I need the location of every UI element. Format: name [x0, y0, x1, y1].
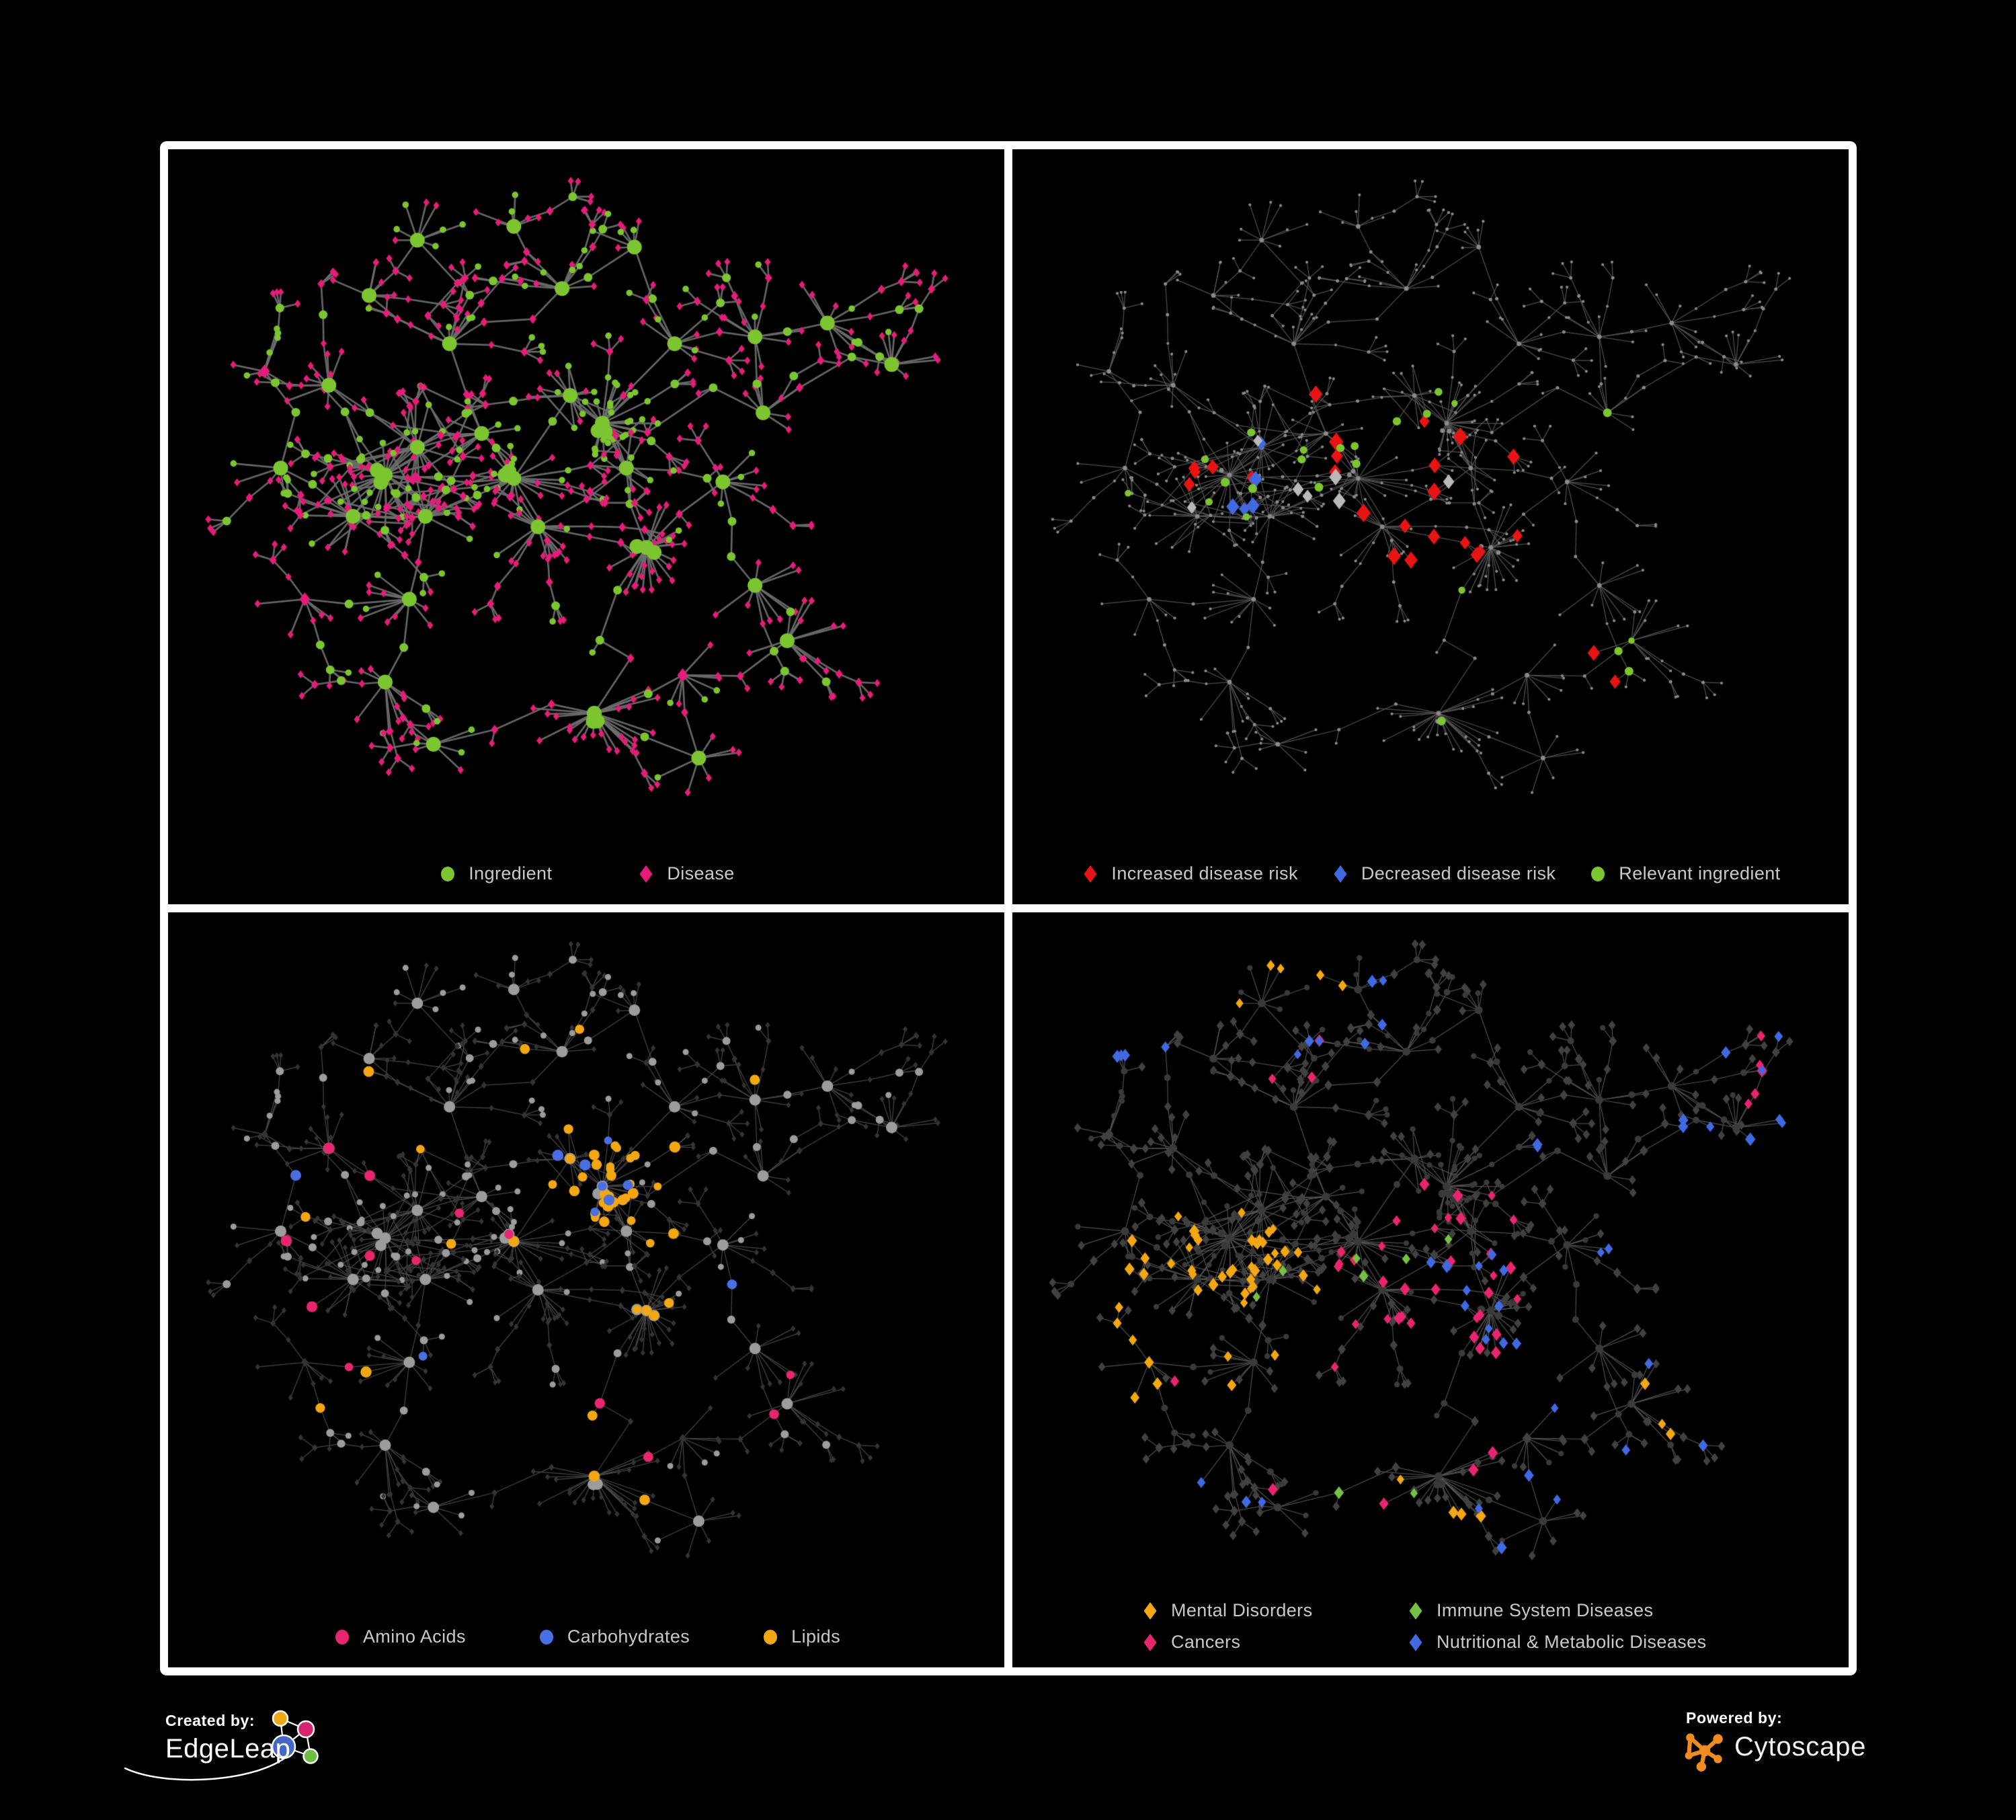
circle-marker-icon — [539, 1629, 553, 1645]
diamond-marker-icon — [1084, 865, 1097, 883]
legend-label: Lipids — [791, 1626, 841, 1647]
legend-label: Relevant ingredient — [1619, 863, 1781, 883]
panel-ingredient-disease: Ingredient Disease — [168, 149, 1004, 904]
legend-nutrient-classes: Amino Acids Carbohydrates Lipids — [168, 1626, 1004, 1647]
network-canvas-nutrient-classes — [168, 912, 1004, 1667]
panel-nutrient-classes: Amino Acids Carbohydrates Lipids — [168, 912, 1004, 1667]
circle-marker-icon — [441, 866, 455, 881]
legend-item-lipids: Lipids — [760, 1626, 840, 1647]
legend-item-cancers: Cancers — [1140, 1632, 1406, 1653]
diamond-marker-icon — [1143, 1601, 1157, 1620]
legend-label: Disease — [667, 863, 735, 883]
legend-label: Ingredient — [469, 863, 553, 883]
legend-disease-risk: Increased disease risk Decreased disease … — [1012, 863, 1849, 884]
legend-item-increased-disease-risk: Increased disease risk — [1080, 863, 1297, 884]
edgeleap-node-pink — [296, 1720, 315, 1739]
legend-disease-categories: Mental Disorders Immune System Diseases Ca… — [1140, 1600, 1706, 1653]
edgeleap-logo — [124, 1710, 319, 1781]
created-by-block: Created by: EdgeLeap — [165, 1712, 290, 1764]
legend-item-amino-acids: Amino Acids — [332, 1626, 466, 1647]
panel-disease-risk: Increased disease risk Decreased disease … — [1012, 149, 1849, 904]
legend-item-disease: Disease — [636, 863, 734, 884]
cytoscape-logo-icon — [1685, 1733, 1723, 1772]
legend-label: Increased disease risk — [1111, 863, 1298, 883]
diamond-marker-icon — [1334, 865, 1347, 883]
legend-label: Amino Acids — [362, 1626, 466, 1647]
edgeleap-node-green — [303, 1748, 319, 1764]
legend-item-carbohydrates: Carbohydrates — [536, 1626, 690, 1647]
circle-marker-icon — [1591, 866, 1605, 881]
legend-label: Mental Disorders — [1171, 1600, 1313, 1620]
network-canvas-disease-categories — [1012, 912, 1849, 1667]
legend-label: Cancers — [1171, 1632, 1241, 1652]
four-panel-board: Ingredient Disease Increased disease risk… — [160, 141, 1857, 1675]
legend-item-relevant-ingredient: Relevant ingredient — [1588, 863, 1780, 884]
created-by-label: Created by: — [165, 1712, 255, 1729]
edgeleap-node-blue — [271, 1734, 296, 1759]
network-canvas-disease-risk — [1012, 149, 1849, 904]
circle-marker-icon — [335, 1629, 349, 1645]
diamond-marker-icon — [639, 865, 653, 883]
circle-marker-icon — [764, 1629, 778, 1645]
legend-ingredient-disease: Ingredient Disease — [168, 863, 1004, 884]
diamond-marker-icon — [1409, 1601, 1422, 1620]
legend-item-ingredient: Ingredient — [438, 863, 552, 884]
legend-label: Nutritional & Metabolic Diseases — [1437, 1632, 1707, 1652]
panel-disease-categories: Mental Disorders Immune System Diseases Ca… — [1012, 912, 1849, 1667]
edgeleap-wordmark: EdgeLeap — [165, 1734, 291, 1764]
legend-item-mental-disorders: Mental Disorders — [1140, 1600, 1406, 1621]
cytoscape-wordmark-block: Cytoscape — [1734, 1732, 1866, 1762]
cytoscape-wordmark: Cytoscape — [1734, 1732, 1867, 1762]
network-canvas-ingredient-disease — [168, 149, 1004, 904]
powered-by-block: Powered by: — [1686, 1709, 1782, 1727]
powered-by-label: Powered by: — [1686, 1709, 1783, 1727]
diamond-marker-icon — [1409, 1633, 1422, 1651]
legend-label: Immune System Diseases — [1437, 1600, 1654, 1620]
diamond-marker-icon — [1143, 1633, 1157, 1651]
legend-label: Decreased disease risk — [1361, 863, 1556, 883]
legend-item-decreased-disease-risk: Decreased disease risk — [1330, 863, 1556, 884]
edgeleap-node-yellow — [272, 1710, 289, 1727]
legend-item-immune-system-diseases: Immune System Diseases — [1406, 1600, 1706, 1621]
legend-label: Carbohydrates — [567, 1626, 690, 1647]
legend-item-nutritional-metabolic-diseases: Nutritional & Metabolic Diseases — [1406, 1632, 1706, 1653]
